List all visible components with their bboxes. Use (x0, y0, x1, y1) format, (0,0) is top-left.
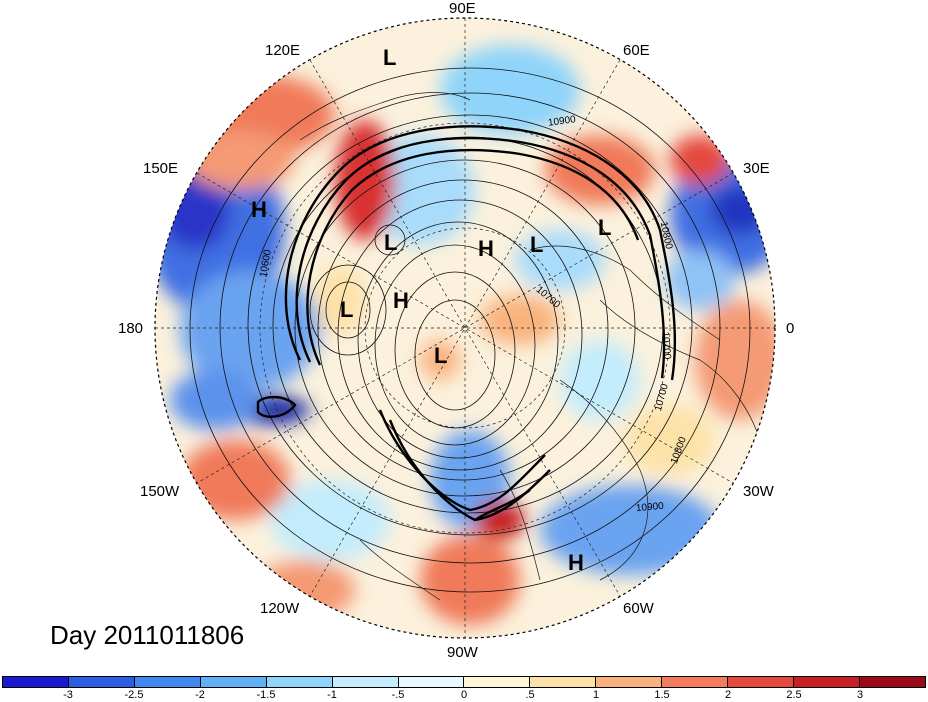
low-center-marker: L (384, 230, 398, 255)
colorbar-tick-label: -1.5 (256, 689, 276, 701)
lon-label-180: 180 (118, 320, 144, 337)
lon-label-150e: 150E (143, 160, 179, 177)
colorbar-swatch (596, 677, 663, 687)
map-title: Day 2011011806 (50, 620, 245, 650)
colorbar-tick-label: 1.5 (654, 689, 670, 701)
colorbar-tick-label: -2 (195, 689, 205, 701)
colorbar-swatch (398, 677, 465, 687)
lon-label-30w: 30W (743, 483, 774, 500)
colorbar-tick-label: -3 (63, 689, 73, 701)
high-center-marker: H (251, 197, 267, 222)
colorbar-tick-label: 2.5 (786, 689, 802, 701)
colorbar-swatch (859, 677, 925, 687)
colorbar-swatch (794, 677, 860, 687)
lon-label-150w: 150W (140, 483, 180, 500)
colorbar-swatch (134, 677, 201, 687)
lon-label-90w: 90W (447, 644, 478, 661)
low-center-marker: L (530, 232, 544, 257)
colorbar-swatch (662, 677, 729, 687)
colorbar-tick-label: -2.5 (124, 689, 144, 701)
colorbar-swatch (68, 677, 135, 687)
colorbar-tick-label: .5 (525, 689, 535, 701)
high-center-marker: H (568, 550, 584, 575)
colorbar-swatch (200, 677, 267, 687)
low-center-marker: L (383, 45, 397, 70)
lon-label-120w: 120W (260, 600, 300, 617)
colorbar-swatch (530, 677, 597, 687)
lon-label-120e: 120E (265, 42, 301, 59)
colorbar-swatch (332, 677, 399, 687)
high-center-marker: H (393, 288, 409, 313)
colorbar-tick-label: 0 (460, 689, 468, 701)
low-center-marker: L (434, 343, 448, 368)
lon-label-30e: 30E (743, 160, 770, 177)
colorbar-swatch (3, 677, 69, 687)
lon-label-90e: 90E (449, 0, 476, 17)
high-center-marker: H (478, 236, 494, 261)
colorbar-swatch (266, 677, 333, 687)
colorbar-tick-label: 2 (724, 689, 732, 701)
colorbar-tick-label: 3 (856, 689, 864, 701)
lon-label-60w: 60W (623, 600, 654, 617)
anomaly-field (155, 18, 775, 638)
colorbar-tick-label: 1 (592, 689, 600, 701)
lon-label-0: 0 (786, 320, 795, 337)
colorbar (2, 676, 926, 688)
colorbar-swatch (728, 677, 795, 687)
lon-label-60e: 60E (623, 42, 650, 59)
colorbar-swatch (464, 677, 531, 687)
low-center-marker: L (340, 297, 354, 322)
colorbar-tick-label: -1 (327, 689, 337, 701)
colorbar-tick-label: -.5 (391, 689, 405, 701)
low-center-marker: L (598, 215, 612, 240)
contour-label: 10700 (659, 331, 673, 360)
